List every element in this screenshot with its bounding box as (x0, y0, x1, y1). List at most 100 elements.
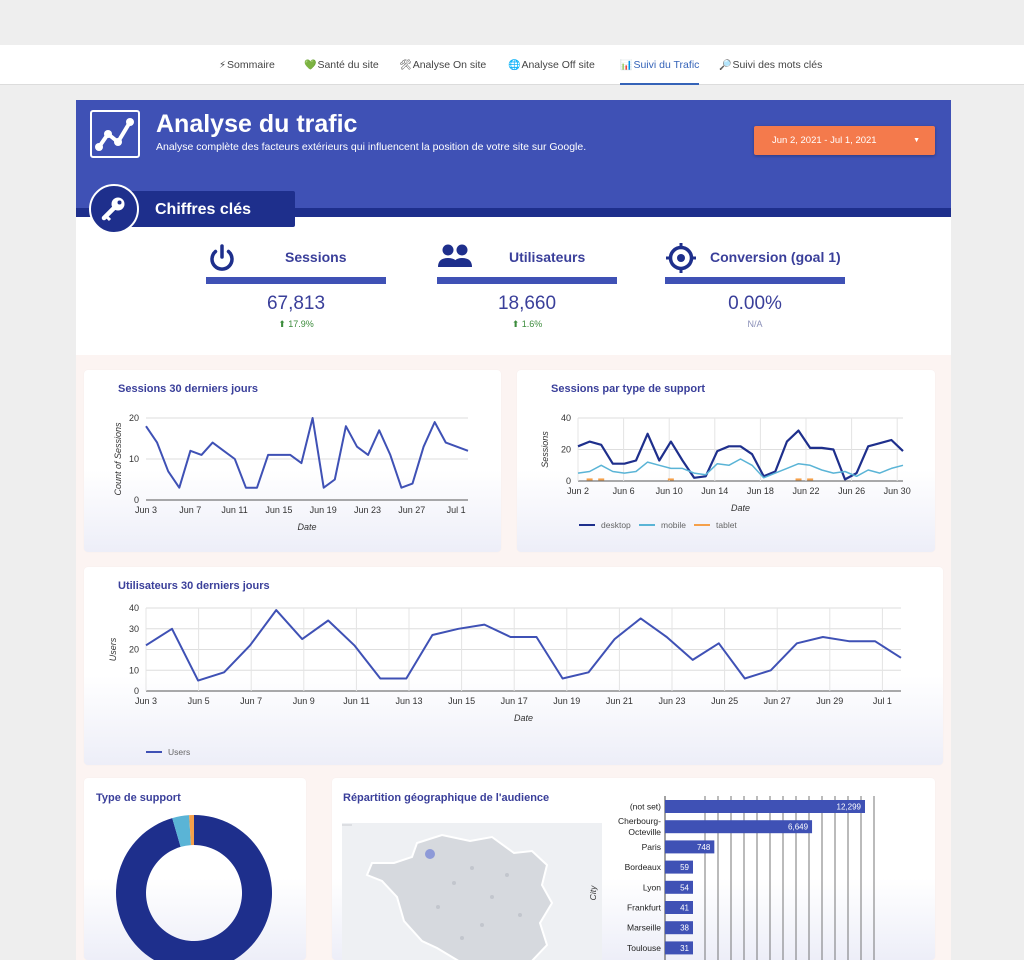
y-axis-label: Users (108, 637, 118, 661)
legend-label: mobile (661, 520, 686, 530)
y-axis-label: City (588, 885, 598, 900)
tab-sommaire[interactable]: ⚡Sommaire (219, 45, 275, 85)
card-title: Répartition géographique de l'audience (343, 792, 550, 804)
bar-(not set) (665, 800, 865, 813)
globe-icon: 🌐 (508, 60, 521, 71)
tab-label: Analyse Off site (521, 59, 595, 71)
legend-label: desktop (601, 520, 631, 530)
tab-suivi-du-trafic[interactable]: 📊Suivi du Trafic (620, 45, 700, 85)
x-tick-label: Jun 5 (188, 696, 210, 706)
x-tick-label: Jun 15 (265, 505, 292, 515)
tab-label: Suivi du Trafic (633, 59, 700, 71)
users-30-chart: 0 10 20 30 40 Jun 3 Jun 5 Jun 7 Jun 9 Jun 11 Jun 1… (108, 603, 902, 757)
y-tick-label: 40 (129, 603, 139, 613)
tab-suivi-des-mots-cles[interactable]: 🔎Suivi des mots clés (719, 45, 822, 85)
tab-label: Suivi des mots clés (732, 59, 823, 71)
y-tick-label: 0 (134, 686, 139, 696)
tab-analyse-off-site[interactable]: 🌐Analyse Off site (508, 45, 595, 85)
y-tick-label: 30 (129, 624, 139, 634)
sessions-30-chart: 0 10 20 Jun 3 Jun 7 Jun 11 Jun 15 Jun 19 Jun 23 J… (113, 413, 469, 532)
x-tick-label: Jun 25 (711, 696, 738, 706)
card-support: Type de support (84, 778, 306, 960)
kpi-value: 0.00% (728, 293, 782, 314)
y-tick-label: 10 (129, 665, 139, 675)
city-bubble[interactable] (425, 849, 435, 859)
x-tick-label: Jun 14 (701, 486, 728, 496)
x-tick-label: Jun 9 (293, 696, 315, 706)
tab-label: Santé du site (317, 59, 379, 71)
series-line-mobile (577, 458, 904, 479)
category-label: Cherbourg- (618, 816, 661, 826)
x-tick-label: Jul 1 (873, 696, 892, 706)
bar-Cherbourg-Octeville (665, 820, 813, 834)
x-tick-label: Jun 13 (395, 696, 422, 706)
bar-Frankfurt (665, 901, 693, 914)
page-subtitle: Analyse complète des facteurs extérieurs… (156, 141, 587, 153)
y-tick-label: 20 (129, 645, 139, 655)
x-tick-label: Jun 7 (240, 696, 262, 706)
category-label: Lyon (643, 882, 661, 892)
y-axis-label: Count of Sessions (113, 422, 123, 496)
magnifier-icon: 🔎 (719, 60, 732, 71)
kpi-sessions: Sessions 67,813 ⬆ 17.9% (206, 242, 386, 329)
section-title: Chiffres clés (118, 191, 295, 227)
bar-chart-icon: 📊 (620, 60, 633, 71)
kpi-bar (206, 277, 386, 284)
kpi-delta: ⬆ 17.9% (278, 319, 314, 329)
category-label: Paris (642, 842, 661, 852)
pie-slice-tablet (189, 815, 194, 846)
x-axis-label: Date (731, 503, 750, 513)
category-label: Toulouse (627, 943, 661, 953)
geo-map[interactable] (342, 823, 602, 960)
support-donut-chart (116, 815, 272, 960)
x-tick-label: Jun 10 (656, 486, 683, 496)
tab-label: Analyse On site (412, 59, 487, 71)
target-icon (665, 242, 697, 274)
x-tick-label: Jun 19 (310, 505, 337, 515)
x-tick-label: Jun 3 (135, 505, 157, 515)
x-tick-label: Jun 3 (135, 696, 157, 706)
heart-icon: 💚 (304, 60, 317, 71)
kpi-bar (437, 277, 617, 284)
page-title: Analyse du trafic (156, 110, 358, 138)
category-label: Octeville (628, 827, 661, 837)
kpi-value: 67,813 (266, 293, 326, 314)
caret-down-icon: ▼ (913, 137, 920, 144)
x-tick-label: Jun 17 (501, 696, 528, 706)
card-title: Type de support (96, 792, 181, 804)
tab-sante-du-site[interactable]: 💚Santé du site (304, 45, 379, 85)
bar-Marseille (665, 921, 693, 935)
series-line-desktop (577, 429, 904, 481)
bar-value-label: 54 (680, 883, 689, 892)
bar-value-label: 31 (680, 944, 689, 953)
tools-icon: 🛠 (399, 60, 412, 71)
x-axis-label: Date (297, 522, 316, 532)
key-icon (89, 184, 139, 234)
bar-value-label: 12,299 (837, 803, 862, 812)
banner-stripe (76, 208, 951, 217)
tab-analyse-on-site[interactable]: 🛠Analyse On site (399, 45, 486, 85)
report-page: Analyse du trafic Analyse complète des f… (76, 100, 951, 960)
kpi-utilisateurs: Utilisateurs 18,660 ⬆ 1.6% (437, 242, 617, 329)
x-tick-label: Jun 23 (354, 505, 381, 515)
power-icon (206, 242, 238, 274)
bar-value-label: 38 (680, 924, 689, 933)
x-tick-label: Jun 18 (747, 486, 774, 496)
bar-value-label: 59 (680, 863, 689, 872)
x-tick-label: Jun 26 (838, 486, 865, 496)
date-range-picker[interactable]: Jun 2, 2021 - Jul 1, 2021 ▼ (754, 126, 935, 155)
kpi-label: Sessions (285, 249, 347, 265)
series-line-series (145, 417, 469, 489)
legend-label: Users (168, 747, 190, 757)
section-title-text: Chiffres clés (155, 201, 252, 218)
x-axis-label: Date (514, 713, 533, 723)
x-tick-label: Jun 11 (343, 696, 369, 706)
bar-Bordeaux (665, 860, 693, 874)
y-tick-label: 10 (129, 454, 139, 464)
users-icon (437, 242, 472, 274)
kpi-label: Utilisateurs (509, 249, 586, 265)
charts-area: Sessions 30 derniers jours 0 10 20 Jun 3 Jun… (76, 355, 951, 960)
series-line-Users (145, 609, 902, 682)
x-tick-label: Jun 15 (448, 696, 475, 706)
date-range-label: Jun 2, 2021 - Jul 1, 2021 (772, 135, 877, 146)
